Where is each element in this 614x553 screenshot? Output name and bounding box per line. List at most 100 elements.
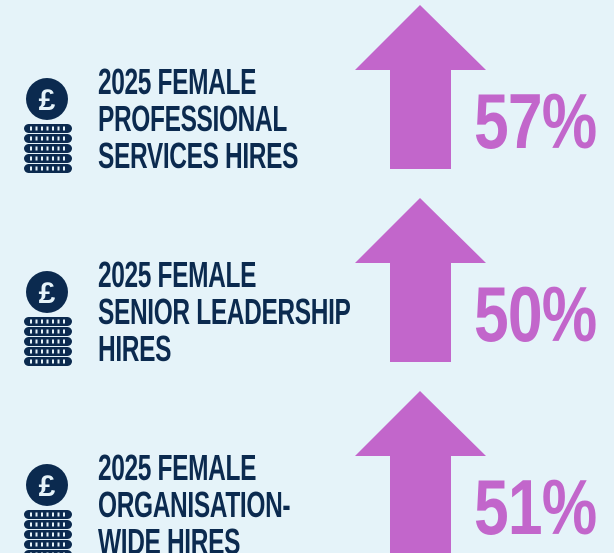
coin-ridge [41,532,43,537]
label-line: 2025 FEMALE [98,447,256,488]
coin-ridge [46,156,49,161]
coin-ridge [63,512,65,517]
coin-ridge [52,349,54,354]
coin-ridge [30,166,32,171]
percentage: 50% [474,270,596,357]
coin-ridge [41,136,43,141]
coin-ridge [57,166,60,171]
coin-ridge [46,359,49,364]
coin-ridge [52,136,54,141]
coin-ridge [52,522,54,527]
coin-ridge [57,136,60,141]
coin-ridge [30,136,32,141]
coin-ridge [41,542,43,547]
percentage: 51% [474,463,596,550]
coin-ridge [52,146,54,151]
coin-ridge [35,319,38,324]
coin-ridge [35,522,38,527]
coin [26,271,68,313]
coin-ridge [35,126,38,131]
coin-ridge [63,349,65,354]
coin-ridge [63,126,65,131]
coin-ridge [57,522,60,527]
coin-ridge [57,512,60,517]
coin-ridge [46,522,49,527]
coin-ridge [30,126,32,131]
coin [26,78,68,120]
coin-ridge [52,542,54,547]
coin-ridge [30,329,32,334]
coin-ridge [46,166,49,171]
coin-ridge [35,329,38,334]
coin-ridge [30,512,32,517]
coin-ridge [46,349,49,354]
label-line: SENIOR LEADERSHIP [98,291,351,332]
coin-ridge [41,166,43,171]
coin-ridge [46,542,49,547]
coin-ridge [57,542,60,547]
coin-icon: £ [24,271,72,366]
value: 51% [474,463,597,550]
coin-ridge [52,339,54,344]
coin-ridge [63,522,65,527]
up-arrow [355,391,486,553]
coin-ridge [35,512,38,517]
coin-ridge [46,329,49,334]
value: 57% [474,77,597,164]
coin-ridge [35,136,38,141]
coin-ridge [35,359,38,364]
coin-ridge [30,542,32,547]
coin-ridge [30,319,32,324]
coin-ridge [52,126,54,131]
coin-ridge [57,329,60,334]
coin [26,464,68,506]
coin-icon: £ [24,464,72,553]
coin-ridge [46,532,49,537]
coin-ridge [57,156,60,161]
coin-ridge [52,319,54,324]
coin-ridge [35,542,38,547]
label-line: PROFESSIONAL [98,98,287,139]
coin-ridge [57,532,60,537]
coin-ridge [35,339,38,344]
coin-ridge [30,349,32,354]
coin-ridge [52,329,54,334]
coin-ridge [63,359,65,364]
coin-icon: £ [24,78,72,173]
coin-ridge [30,339,32,344]
label-line: WIDE HIRES [98,521,240,553]
coin-ridge [57,319,60,324]
coin-ridge [35,349,38,354]
coin-ridge [46,339,49,344]
coin-ridge [63,146,65,151]
coin-ridge [57,126,60,131]
coin-ridge [41,146,43,151]
coin-ridge [57,146,60,151]
up-arrow [355,198,486,362]
coin-ridge [35,146,38,151]
coin-ridge [52,156,54,161]
coin-ridge [63,156,65,161]
coin-ridge [30,146,32,151]
label-line: HIRES [98,328,171,369]
coin-ridge [30,359,32,364]
coin-ridge [57,339,60,344]
percentage: 57% [474,77,596,164]
coin-ridge [41,339,43,344]
coin-ridge [46,136,49,141]
coin-layer [24,550,72,553]
coin-ridge [52,166,54,171]
coin-ridge [63,136,65,141]
coin-ridge [46,146,49,151]
coin-ridge [63,329,65,334]
coin-ridge [57,349,60,354]
value: 50% [474,270,597,357]
coin-ridge [30,532,32,537]
coin-ridge [41,349,43,354]
coin-ridge [41,359,43,364]
